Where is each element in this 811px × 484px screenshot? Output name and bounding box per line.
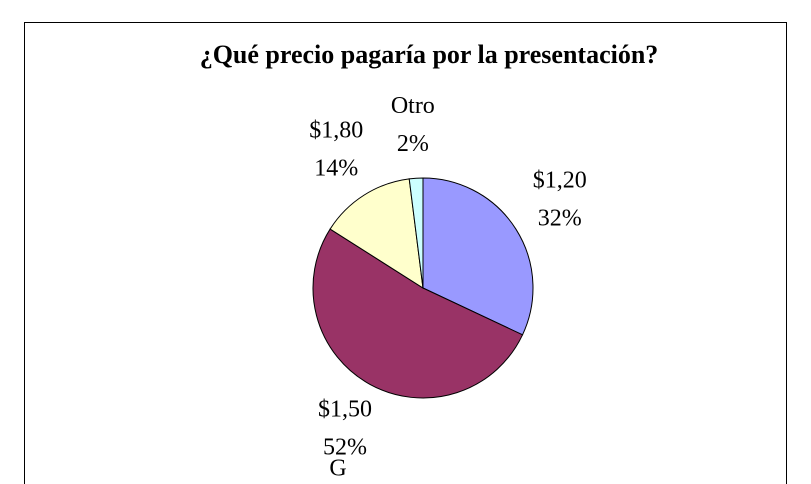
slice-category-label: Otro	[391, 93, 435, 119]
pie-slice	[408, 177, 424, 289]
slice-category-label: $1,50	[318, 396, 372, 422]
pie-slice	[329, 178, 424, 289]
chart-title: ¿Qué precio pagaría por la presentación?	[200, 40, 659, 69]
slice-category-label: $1,80	[309, 118, 363, 144]
annotation: G	[329, 456, 346, 482]
slice-value-label: 2%	[397, 131, 429, 157]
pie-slice	[422, 177, 534, 336]
slice-category-label: $1,20	[533, 168, 587, 194]
slice-value-label: 52%	[323, 434, 367, 460]
slice-value-label: 14%	[314, 156, 358, 182]
pie-slice	[312, 228, 524, 399]
slice-value-label: 32%	[538, 206, 582, 232]
